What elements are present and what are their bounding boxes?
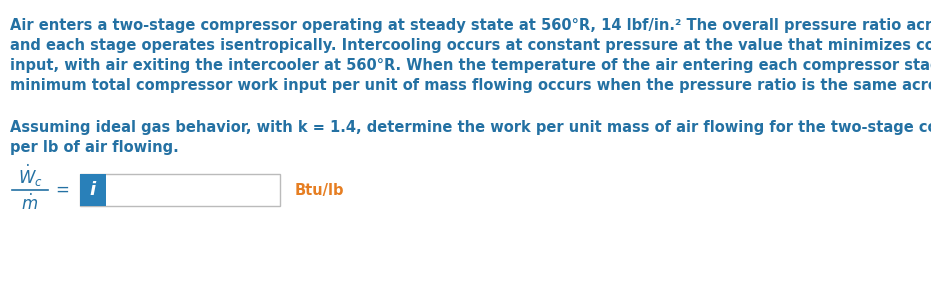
Text: Btu/lb: Btu/lb	[295, 182, 344, 197]
Text: Air enters a two-stage compressor operating at steady state at 560°R, 14 lbf/in.: Air enters a two-stage compressor operat…	[10, 18, 931, 33]
Text: and each stage operates isentropically. Intercooling occurs at constant pressure: and each stage operates isentropically. …	[10, 38, 931, 53]
Text: input, with air exiting the intercooler at 560°R. When the temperature of the ai: input, with air exiting the intercooler …	[10, 58, 931, 73]
Text: $\dot{W}_c$: $\dot{W}_c$	[18, 163, 43, 189]
Text: Assuming ideal gas behavior, with k = 1.4, determine the work per unit mass of a: Assuming ideal gas behavior, with k = 1.…	[10, 120, 931, 135]
Bar	[80, 174, 106, 206]
Text: $\dot{m}$: $\dot{m}$	[21, 194, 38, 214]
Text: minimum total compressor work input per unit of mass flowing occurs when the pre: minimum total compressor work input per …	[10, 78, 931, 93]
Text: per lb of air flowing.: per lb of air flowing.	[10, 140, 179, 155]
Text: =: =	[55, 181, 69, 199]
Bar	[80, 174, 280, 206]
Text: i: i	[90, 181, 96, 199]
